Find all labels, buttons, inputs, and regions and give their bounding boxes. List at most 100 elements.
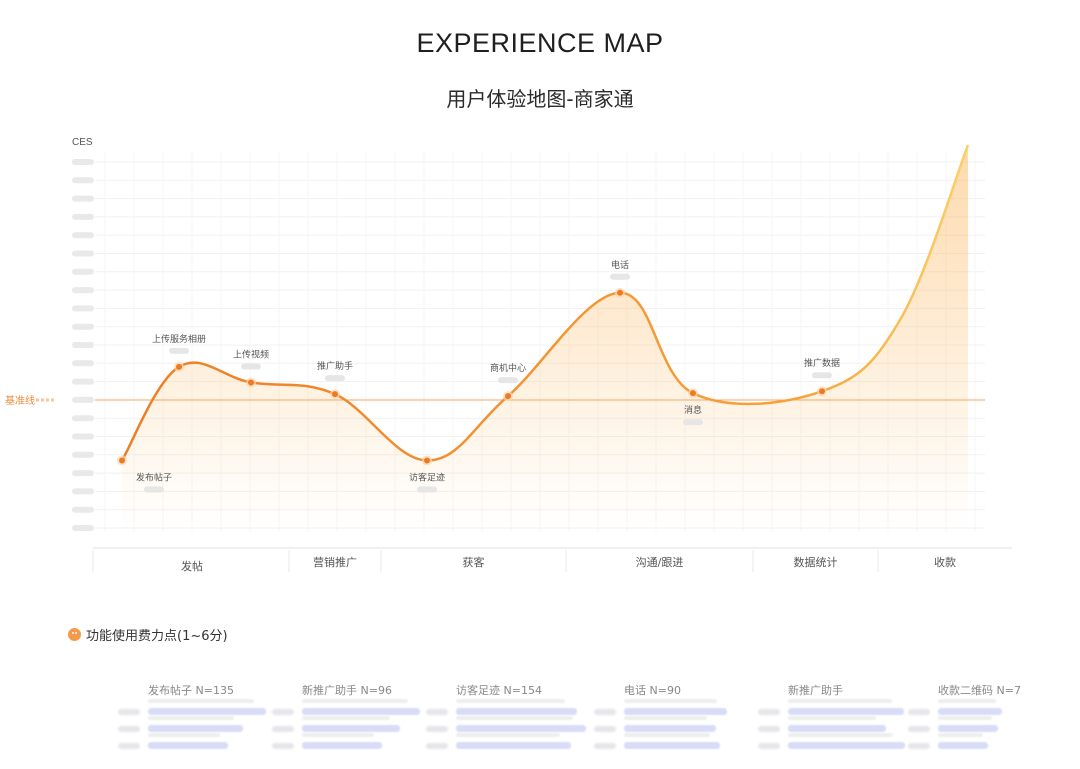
pain-bar <box>302 716 400 732</box>
curve-area <box>122 145 968 530</box>
pain-percent-placeholder <box>272 708 294 715</box>
y-tick-placeholder <box>72 396 94 403</box>
pain-column-header: 新推广助手 N=96 <box>302 684 392 697</box>
y-tick-placeholder <box>72 305 94 312</box>
y-axis-label: CES <box>72 137 93 148</box>
data-point <box>617 289 623 296</box>
pain-row <box>908 699 1021 715</box>
pain-bar <box>148 716 243 732</box>
y-tick-placeholder <box>72 159 94 165</box>
pain-column-header: 访客足迹 N=154 <box>456 684 542 697</box>
point-value-placeholder <box>610 273 630 280</box>
y-tick-placeholder <box>72 232 94 239</box>
pain-percent-placeholder <box>272 742 294 749</box>
pain-bar <box>938 699 1002 715</box>
pain-row <box>272 716 420 732</box>
pain-percent-placeholder <box>594 742 616 749</box>
pain-bar <box>624 699 727 715</box>
data-point <box>176 363 182 370</box>
pain-percent-placeholder <box>426 742 448 749</box>
data-point <box>119 457 125 464</box>
point-label: 商机中心 <box>490 362 526 374</box>
pain-column: 新推广助手 <box>758 682 905 749</box>
y-tick-placeholder <box>72 451 94 458</box>
pain-percent-placeholder <box>908 742 930 749</box>
point-value-placeholder <box>325 375 345 382</box>
pain-column-header: 新推广助手 <box>788 684 843 697</box>
pain-percent-placeholder <box>758 725 780 732</box>
pain-bar <box>148 699 266 715</box>
pain-column-header: 电话 N=90 <box>624 684 681 697</box>
point-value-placeholder <box>498 377 518 384</box>
point-label: 推广数据 <box>804 357 840 369</box>
y-tick-placeholder <box>72 488 94 495</box>
pain-row <box>272 733 420 749</box>
stage-label: 发帖 <box>181 559 203 573</box>
point-label: 上传服务相册 <box>152 333 206 345</box>
pain-bar <box>938 733 988 749</box>
pain-column-header: 收款二维码 N=7 <box>938 684 1021 697</box>
pain-row <box>426 716 586 732</box>
pain-row <box>758 733 905 749</box>
pain-row <box>118 733 266 749</box>
y-tick-placeholder <box>72 525 94 531</box>
pain-bar <box>456 699 577 715</box>
data-point <box>332 391 338 398</box>
pain-column: 收款二维码 N=7 <box>908 682 1021 749</box>
pain-bar <box>456 733 571 749</box>
pain-percent-placeholder <box>426 708 448 715</box>
pain-percent-placeholder <box>758 742 780 749</box>
pain-column: 发布帖子 N=135 <box>118 682 266 749</box>
pain-percent-placeholder <box>758 708 780 715</box>
y-tick-placeholder <box>72 378 94 385</box>
y-tick-placeholder <box>72 177 94 184</box>
stage-label: 数据统计 <box>794 555 838 569</box>
y-tick-placeholder <box>72 433 94 440</box>
data-point <box>505 393 511 400</box>
y-tick-placeholder <box>72 360 94 367</box>
point-value-placeholder <box>812 372 832 379</box>
pain-percent-placeholder <box>426 725 448 732</box>
pain-row <box>758 716 905 732</box>
pain-bar <box>788 733 905 749</box>
y-tick-placeholder <box>72 470 94 477</box>
y-tick-placeholder <box>72 506 94 513</box>
pain-column: 电话 N=90 <box>594 682 727 749</box>
y-tick-placeholder <box>72 323 94 330</box>
pain-row <box>758 699 905 715</box>
point-label: 上传视频 <box>233 348 269 360</box>
pain-row <box>594 733 727 749</box>
pain-percent-placeholder <box>594 725 616 732</box>
stage-label: 收款 <box>934 555 956 569</box>
pain-row <box>594 699 727 715</box>
pain-row <box>118 716 266 732</box>
sad-face-icon <box>68 628 81 641</box>
point-label: 电话 <box>611 259 629 271</box>
point-label: 推广助手 <box>317 360 353 372</box>
pain-percent-placeholder <box>594 708 616 715</box>
y-tick-placeholder <box>72 268 94 275</box>
y-tick-placeholder <box>72 342 94 348</box>
pain-bar <box>788 699 904 715</box>
pain-row <box>426 699 586 715</box>
pain-section-header: 功能使用费力点(1~6分) <box>68 625 228 644</box>
pain-bar <box>624 716 716 732</box>
data-point <box>248 379 254 386</box>
stage-label: 营销推广 <box>313 555 357 569</box>
data-point <box>819 388 825 395</box>
pain-row <box>426 733 586 749</box>
pain-percent-placeholder <box>118 742 140 749</box>
point-value-placeholder <box>683 419 703 426</box>
data-point <box>424 457 430 464</box>
point-value-placeholder <box>241 363 261 370</box>
pain-bar <box>788 716 886 732</box>
pain-percent-placeholder <box>118 725 140 732</box>
pain-row <box>908 716 1021 732</box>
pain-row <box>908 733 1021 749</box>
point-label: 发布帖子 <box>136 471 172 483</box>
point-value-placeholder <box>169 347 189 354</box>
data-point <box>690 390 696 397</box>
experience-curve <box>120 144 970 462</box>
pain-bar <box>456 716 586 732</box>
